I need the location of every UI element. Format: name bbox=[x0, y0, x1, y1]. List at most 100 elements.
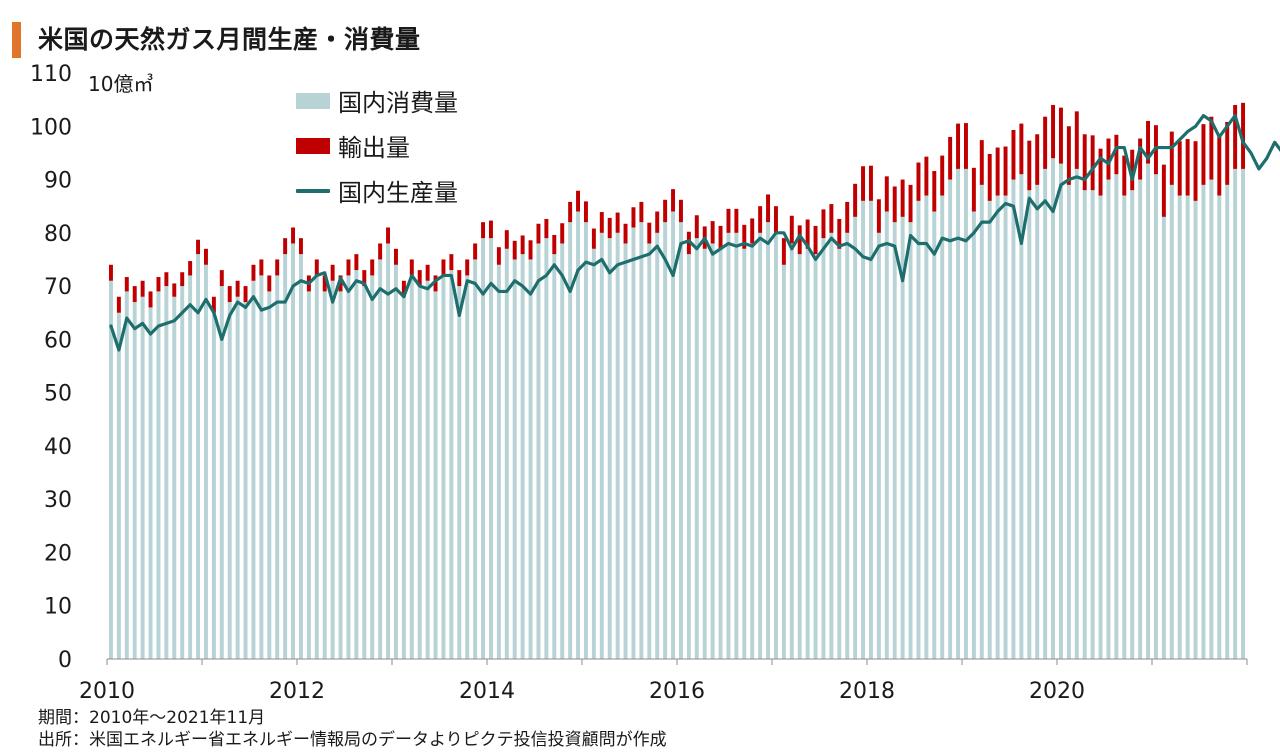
consumption-bar bbox=[227, 302, 232, 659]
export-bar bbox=[742, 224, 747, 249]
consumption-bar bbox=[512, 259, 517, 659]
export-bar bbox=[797, 225, 802, 255]
consumption-bar bbox=[465, 275, 470, 659]
export-bar bbox=[1225, 122, 1230, 185]
consumption-bar bbox=[211, 312, 216, 659]
export-bar bbox=[591, 228, 596, 249]
consumption-bar bbox=[243, 302, 248, 659]
export-bar bbox=[560, 223, 565, 244]
consumption-bar bbox=[251, 280, 256, 659]
consumption-bar bbox=[172, 296, 177, 659]
consumption-bar bbox=[1011, 179, 1016, 660]
consumption-bar bbox=[1153, 174, 1158, 659]
consumption-bar bbox=[932, 211, 937, 659]
legend-label-export: 輸出量 bbox=[338, 134, 410, 162]
consumption-bar bbox=[1201, 184, 1206, 659]
consumption-bar bbox=[1130, 190, 1135, 659]
consumption-bar bbox=[1003, 195, 1008, 659]
consumption-bar bbox=[829, 232, 834, 659]
y-tick-label: 20 bbox=[44, 542, 72, 567]
export-bar bbox=[647, 222, 652, 244]
consumption-bar bbox=[449, 270, 454, 659]
consumption-bar bbox=[678, 222, 683, 659]
consumption-bar bbox=[615, 232, 620, 659]
export-bar bbox=[924, 156, 929, 196]
consumption-bar bbox=[441, 275, 446, 659]
consumption-bar bbox=[694, 238, 699, 659]
consumption-bar bbox=[845, 232, 850, 659]
export-bar bbox=[108, 264, 113, 281]
export-bar bbox=[346, 259, 351, 276]
export-bar bbox=[900, 179, 905, 217]
consumption-bar bbox=[789, 243, 794, 659]
x-tick-label: 2014 bbox=[459, 679, 515, 704]
y-axis-unit-label: 10億㎥ bbox=[88, 72, 154, 96]
export-bar bbox=[766, 194, 771, 223]
export-bar bbox=[1090, 135, 1095, 191]
export-bar bbox=[639, 201, 644, 223]
y-tick-label: 60 bbox=[44, 328, 72, 353]
consumption-bar bbox=[338, 291, 343, 659]
export-bar bbox=[338, 275, 343, 292]
consumption-bar bbox=[1066, 184, 1071, 659]
consumption-bar bbox=[663, 222, 668, 659]
y-tick-label: 10 bbox=[44, 595, 72, 620]
consumption-bar bbox=[797, 254, 802, 659]
consumption-bar bbox=[1225, 184, 1230, 659]
export-bar bbox=[908, 184, 913, 223]
export-bar bbox=[694, 215, 699, 239]
consumption-bar bbox=[401, 296, 406, 659]
export-bar bbox=[758, 206, 763, 233]
export-bar bbox=[932, 171, 937, 212]
consumption-bar bbox=[1019, 174, 1024, 659]
export-bar bbox=[393, 248, 398, 265]
export-bar bbox=[1161, 164, 1166, 217]
consumption-bar bbox=[1122, 195, 1127, 659]
export-bar bbox=[940, 155, 945, 196]
consumption-bar bbox=[718, 248, 723, 660]
consumption-bar bbox=[781, 264, 786, 659]
export-bar bbox=[623, 223, 628, 244]
export-bar bbox=[449, 254, 454, 271]
export-bar bbox=[354, 254, 359, 271]
consumption-bar bbox=[1114, 174, 1119, 659]
consumption-bar bbox=[963, 168, 968, 659]
legend-swatch-consumption bbox=[296, 92, 330, 109]
consumption-bar bbox=[908, 222, 913, 659]
y-tick-label: 30 bbox=[44, 488, 72, 513]
consumption-bar bbox=[1027, 190, 1032, 659]
export-bar bbox=[140, 280, 145, 297]
export-bar bbox=[219, 270, 224, 287]
export-bar bbox=[1217, 134, 1222, 196]
export-bar bbox=[583, 201, 588, 223]
consumption-bar bbox=[758, 232, 763, 659]
y-tick-label: 50 bbox=[44, 382, 72, 407]
export-bar bbox=[853, 183, 858, 217]
x-tick-label: 2012 bbox=[269, 679, 325, 704]
export-bar bbox=[243, 286, 248, 303]
export-bar bbox=[1043, 116, 1048, 169]
consumption-bar bbox=[1146, 163, 1151, 659]
consumption-bar bbox=[591, 248, 596, 660]
y-tick-label: 0 bbox=[58, 648, 72, 673]
export-bar bbox=[868, 165, 873, 201]
consumption-bar bbox=[544, 238, 549, 659]
consumption-bar bbox=[378, 259, 383, 659]
footnote-period: 期間：2010年～2021年11月 bbox=[38, 708, 266, 728]
consumption-bar bbox=[742, 248, 747, 660]
export-bar bbox=[979, 140, 984, 185]
consumption-bar bbox=[1082, 190, 1087, 659]
export-bar bbox=[671, 189, 676, 212]
consumption-bar bbox=[203, 264, 208, 659]
export-bar bbox=[845, 201, 850, 233]
export-bar bbox=[631, 207, 636, 228]
consumption-bar bbox=[647, 243, 652, 659]
consumption-bar bbox=[504, 248, 509, 660]
export-bar bbox=[726, 208, 731, 233]
export-bar bbox=[283, 238, 288, 255]
consumption-bar bbox=[196, 254, 201, 659]
legend-item-production: 国内生産量 bbox=[296, 168, 458, 213]
export-bar bbox=[180, 272, 185, 287]
consumption-bar bbox=[1209, 179, 1214, 660]
consumption-bar bbox=[599, 232, 604, 659]
